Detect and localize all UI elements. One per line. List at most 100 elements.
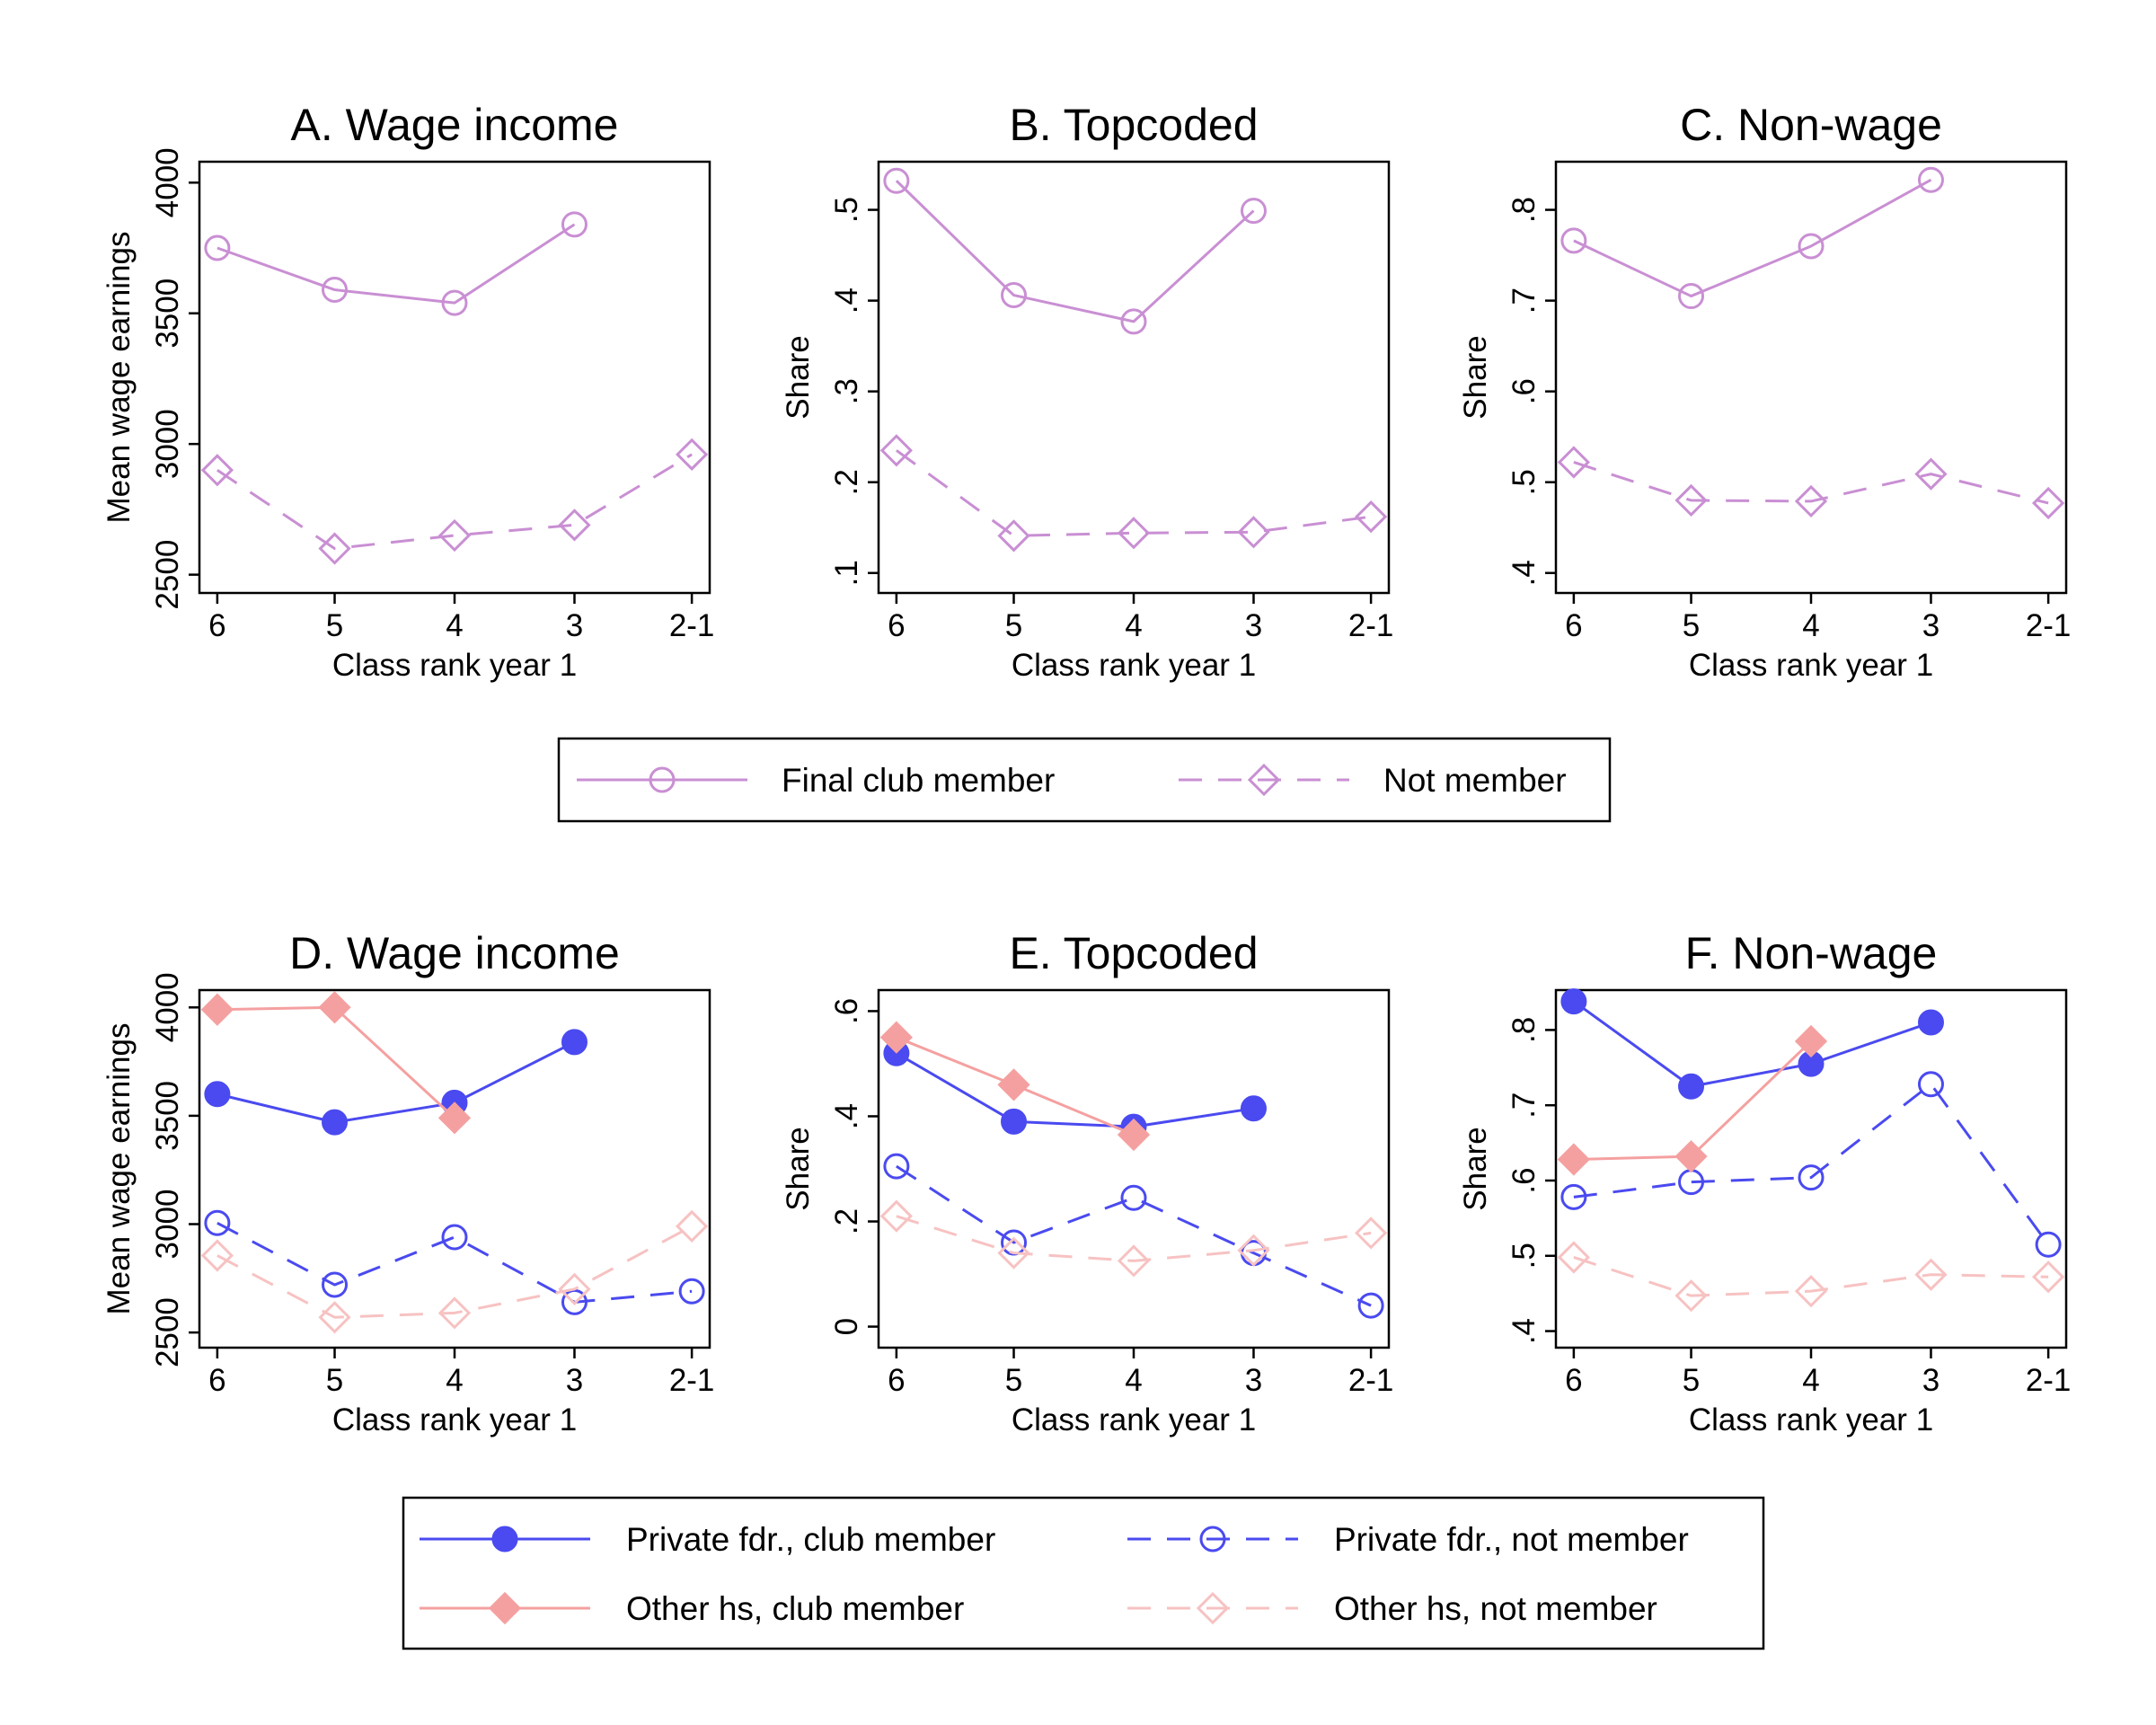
data-point — [1798, 233, 1825, 260]
x-tick-label: 4 — [1802, 608, 1819, 643]
x-tick-label: 2-1 — [1348, 1363, 1394, 1398]
data-point — [1798, 1164, 1825, 1191]
legend-entry: Private fdr., club member — [420, 1521, 995, 1558]
x-tick-label: 5 — [1005, 608, 1022, 643]
data-point — [675, 438, 709, 471]
series-line — [216, 223, 576, 305]
legend-entry: Other hs, club member — [420, 1590, 964, 1627]
y-tick-label: .7 — [1507, 1092, 1542, 1119]
data-point — [437, 518, 472, 553]
x-tick-label: 5 — [326, 1363, 343, 1398]
series-private-fdr-not-member — [204, 1209, 705, 1315]
legend-entry: Final club member — [577, 762, 1055, 799]
legend-box — [402, 1496, 1765, 1650]
x-tick-label: 6 — [1565, 1363, 1582, 1398]
y-tick-label: 2500 — [150, 540, 185, 610]
x-tick-label: 2-1 — [2026, 1363, 2072, 1398]
legend-label: Other hs, not member — [1334, 1590, 1657, 1627]
y-tick-label: .3 — [829, 378, 864, 404]
data-point — [1674, 1140, 1708, 1173]
x-tick-label: 4 — [1125, 608, 1142, 643]
x-axis-title: Class rank year 1 — [1689, 648, 1933, 683]
y-tick-label: .4 — [1507, 1318, 1542, 1344]
legend-label: Other hs, club member — [626, 1590, 964, 1627]
data-point — [1557, 1143, 1591, 1176]
panel-title: C. Non-wage — [1680, 100, 1942, 150]
y-axis-title: Share — [781, 335, 816, 419]
series-line — [1572, 1000, 1931, 1088]
legend-marker — [649, 766, 676, 793]
panel-title: B. Topcoded — [1009, 100, 1258, 150]
y-tick-label: 3000 — [150, 1190, 185, 1260]
x-tick-label: 3 — [1922, 1363, 1940, 1398]
series-other-hs-club-member — [1557, 1024, 1828, 1176]
x-tick-label: 2-1 — [2026, 608, 2072, 643]
x-tick-label: 5 — [1683, 1363, 1700, 1398]
series-line — [216, 1225, 693, 1319]
panel-c: C. Non-wage .4 .5 .6 .7 .8 Share 6 5 4 3 2-1 Class r… — [1458, 100, 2071, 683]
legend-label: Not member — [1383, 762, 1567, 799]
y-tick-label: .6 — [1507, 378, 1542, 404]
panel-e: E. Topcoded 0 .2 .4 .6 Share 6 5 4 3 2-1 Class rank… — [781, 928, 1393, 1438]
series-line — [1573, 178, 1932, 298]
legend-label: Final club member — [782, 762, 1055, 799]
data-point — [678, 1278, 705, 1305]
data-point — [1357, 1292, 1384, 1319]
data-point — [1001, 282, 1028, 309]
series-private-fdr-not-member — [883, 1153, 1384, 1319]
y-tick-label: 3500 — [150, 279, 185, 349]
data-point — [318, 1301, 351, 1334]
series-line — [1573, 1083, 2050, 1246]
x-tick-label: 3 — [566, 608, 583, 643]
series-not-member — [879, 434, 1388, 553]
data-point — [1917, 166, 1944, 193]
y-tick-label: 2500 — [150, 1297, 185, 1367]
x-axis-title: Class rank year 1 — [1689, 1402, 1933, 1438]
panel-a: A. Wage income 2500 3000 3500 4000 Mean wage … — [102, 100, 714, 683]
series-other-hs-club-member — [879, 1021, 1151, 1152]
panel-title: A. Wage income — [291, 100, 619, 150]
series-line — [216, 453, 693, 551]
legend-1: Final club member Not member — [557, 737, 1612, 823]
data-point — [441, 289, 468, 316]
y-tick-label: .5 — [1507, 469, 1542, 495]
x-tick-label: 2-1 — [1348, 608, 1394, 643]
y-tick-label: .6 — [1507, 1167, 1542, 1193]
data-point — [1120, 1184, 1147, 1211]
series-private-fdr-club-member — [204, 1029, 588, 1136]
data-point — [1917, 1009, 1944, 1036]
y-tick-label: .1 — [829, 560, 864, 586]
x-tick-label: 6 — [888, 608, 905, 643]
series-line — [216, 1040, 576, 1124]
x-axis-title: Class rank year 1 — [1012, 648, 1256, 683]
y-tick-label: 3000 — [150, 409, 185, 479]
data-point — [322, 277, 349, 304]
y-tick-label: .4 — [829, 1103, 864, 1129]
x-tick-label: 5 — [1005, 1363, 1022, 1398]
data-point — [2031, 486, 2065, 520]
data-point — [1237, 1234, 1270, 1267]
data-point — [2031, 1261, 2065, 1294]
series-line — [896, 1051, 1254, 1128]
data-point — [200, 454, 234, 487]
x-tick-label: 5 — [326, 608, 343, 643]
series-final-club-member — [204, 211, 588, 316]
panel-title: D. Wage income — [289, 928, 620, 978]
data-point — [1557, 446, 1591, 479]
y-axis-title: Mean wage earnings — [102, 1023, 137, 1315]
series-final-club-member — [1560, 166, 1944, 310]
x-tick-label: 6 — [888, 1363, 905, 1398]
plot-frame — [198, 988, 711, 1349]
data-point — [204, 1209, 231, 1236]
legend-marker — [1247, 763, 1281, 797]
legend-label: Private fdr., not member — [1334, 1521, 1689, 1558]
data-point — [558, 509, 591, 542]
data-point — [437, 1101, 472, 1135]
series-line — [895, 449, 1372, 537]
plot-frame — [1554, 160, 2068, 595]
y-tick-label: .6 — [829, 998, 864, 1024]
data-point — [1917, 1071, 1944, 1098]
data-point — [561, 211, 588, 238]
data-point — [1117, 517, 1151, 550]
